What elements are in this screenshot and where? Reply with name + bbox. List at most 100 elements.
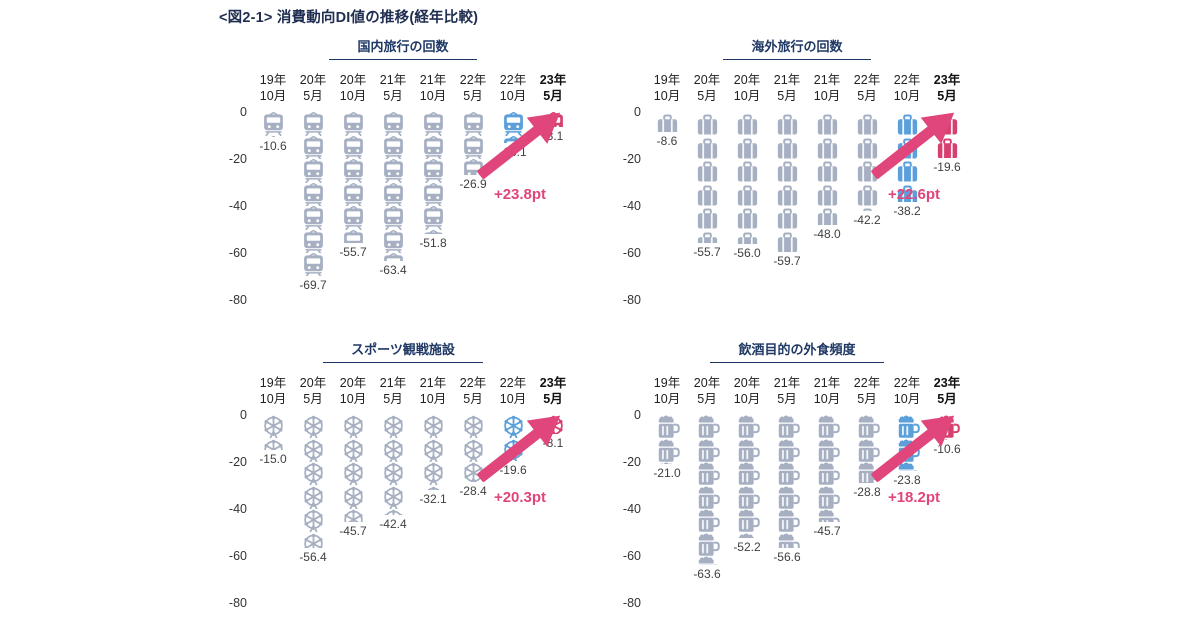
icon-stack (379, 112, 408, 261)
category-label: 21年 10月 (419, 376, 447, 406)
y-axis: 0 -20 -40 -60 -80 (219, 373, 253, 613)
icon-stack (933, 415, 962, 440)
y-axis-tick: -80 (622, 596, 641, 610)
ferris-wheel-icon (383, 462, 403, 486)
value-label: -10.6 (259, 138, 287, 153)
icon-stack (813, 415, 842, 523)
ferris-wheel-icon (384, 509, 402, 515)
value-label: -32.1 (419, 492, 447, 507)
icon-stack (853, 112, 882, 212)
train-icon (343, 206, 363, 230)
beer-mug-icon (778, 532, 800, 548)
category-label: 20年 10月 (339, 376, 367, 406)
panel-drinking-out: 飲酒目的の外食頻度 0 -20 -40 -60 -80 19年 10月 -21.0 20年 5月 -… (613, 338, 981, 621)
icon-stack (733, 112, 762, 244)
icon-stack (693, 415, 722, 565)
ferris-wheel-icon (303, 486, 323, 509)
suitcase-icon (777, 138, 797, 159)
category-label: 23年 5月 (539, 73, 567, 103)
y-axis-tick: -40 (228, 502, 247, 516)
ferris-wheel-icon (343, 462, 363, 486)
pictograph-column: 20年 10月 -56.0 (727, 70, 767, 318)
train-icon (303, 182, 323, 206)
ferris-wheel-icon (303, 509, 323, 533)
figure-title: <図2-1> 消費動向DI値の推移(経年比較) (219, 10, 479, 26)
icon-stack (459, 415, 488, 482)
category-label: 21年 10月 (813, 376, 841, 406)
category-label: 23年 5月 (539, 376, 567, 406)
y-axis-tick: -60 (622, 246, 641, 260)
pictograph-column: 20年 5月 -69.7 (293, 70, 333, 318)
value-label: -38.2 (893, 203, 921, 218)
beer-mug-icon (698, 438, 720, 462)
icon-stack (499, 415, 528, 462)
ferris-wheel-icon (303, 439, 323, 462)
train-icon (423, 182, 443, 206)
pictograph-column: 20年 10月 -55.7 (333, 70, 373, 318)
ferris-wheel-icon (383, 486, 403, 509)
pictograph-column: 21年 5月 -63.4 (373, 70, 413, 318)
category-label: 20年 5月 (299, 73, 327, 103)
pictograph-chart: 0 -20 -40 -60 -80 19年 10月 -15.0 20年 5月 -56.4 20年 10月… (219, 373, 587, 621)
ferris-wheel-icon (343, 415, 363, 439)
panel-sports-spectating: スポーツ観戦施設 0 -20 -40 -60 -80 19年 10月 -15.0 20年 5月 -5… (219, 338, 587, 621)
suitcase-icon (777, 185, 797, 206)
figure-wrapper: <図2-1> 消費動向DI値の推移(経年比較) 国内旅行の回数 0 -20 -40 -… (219, 0, 981, 621)
suitcase-icon (697, 161, 717, 182)
value-label: -42.4 (379, 516, 407, 531)
y-axis-tick: -40 (622, 502, 641, 516)
pictograph-column: 22年 5月 -26.9 (453, 70, 493, 318)
value-label: -28.4 (459, 483, 487, 498)
value-label: -55.7 (693, 244, 721, 259)
category-label: 22年 5月 (459, 73, 487, 103)
panel-title: 飲酒目的の外食頻度 (710, 338, 884, 363)
beer-mug-icon (943, 438, 948, 440)
beer-mug-icon (698, 532, 720, 556)
category-label: 23年 5月 (933, 376, 961, 406)
beer-mug-icon (938, 415, 960, 438)
icon-stack (893, 112, 922, 202)
pictograph-column: 19年 10月 -10.6 (253, 70, 293, 318)
icon-stack (653, 415, 682, 465)
y-axis: 0 -20 -40 -60 -80 (613, 373, 647, 613)
category-label: 20年 10月 (733, 73, 761, 103)
beer-mug-icon (818, 462, 840, 485)
suitcase-icon (657, 114, 677, 133)
value-label: -63.6 (693, 566, 721, 581)
panel-domestic-travel: 国内旅行の回数 0 -20 -40 -60 -80 19年 10月 -10.6 20年 5月 -69… (219, 35, 587, 318)
beer-mug-icon (898, 462, 917, 471)
beer-mug-icon (738, 485, 760, 509)
ferris-wheel-icon (423, 462, 443, 486)
suitcase-icon (777, 208, 797, 229)
train-icon (423, 206, 443, 230)
pictograph-column: 21年 5月 -59.7 (767, 70, 807, 318)
y-axis-tick: 0 (634, 105, 641, 119)
pictograph-column: 20年 5月 -56.4 (293, 373, 333, 621)
category-label: 19年 10月 (259, 376, 287, 406)
category-label: 22年 5月 (853, 376, 881, 406)
category-label: 22年 10月 (893, 73, 921, 103)
pictograph-chart: 0 -20 -40 -60 -80 19年 10月 -8.6 20年 5月 -55.7 20年 10月 -… (613, 70, 981, 318)
train-icon (543, 112, 563, 127)
value-label: -13.1 (499, 144, 527, 159)
beer-mug-icon (658, 438, 680, 462)
value-label: -28.8 (853, 484, 881, 499)
beer-mug-icon (858, 462, 880, 483)
ferris-wheel-icon (463, 415, 483, 439)
category-label: 20年 10月 (733, 376, 761, 406)
value-label: -56.4 (299, 549, 327, 564)
train-icon (423, 159, 443, 183)
pictograph-column: 22年 5月 -28.8 (847, 373, 887, 621)
suitcase-icon (737, 161, 757, 182)
value-label: -56.0 (733, 245, 761, 260)
suitcase-icon (937, 138, 957, 159)
train-icon (383, 253, 403, 261)
value-label: -8.6 (656, 134, 678, 149)
suitcase-icon (697, 114, 717, 135)
category-label: 22年 5月 (459, 376, 487, 406)
panel-overseas-travel: 海外旅行の回数 0 -20 -40 -60 -80 19年 10月 -8.6 20年 5月 -55.… (613, 35, 981, 318)
suitcase-icon (897, 185, 917, 202)
beer-mug-icon (778, 438, 800, 462)
y-axis-tick: -20 (228, 455, 247, 469)
train-icon (343, 229, 363, 243)
